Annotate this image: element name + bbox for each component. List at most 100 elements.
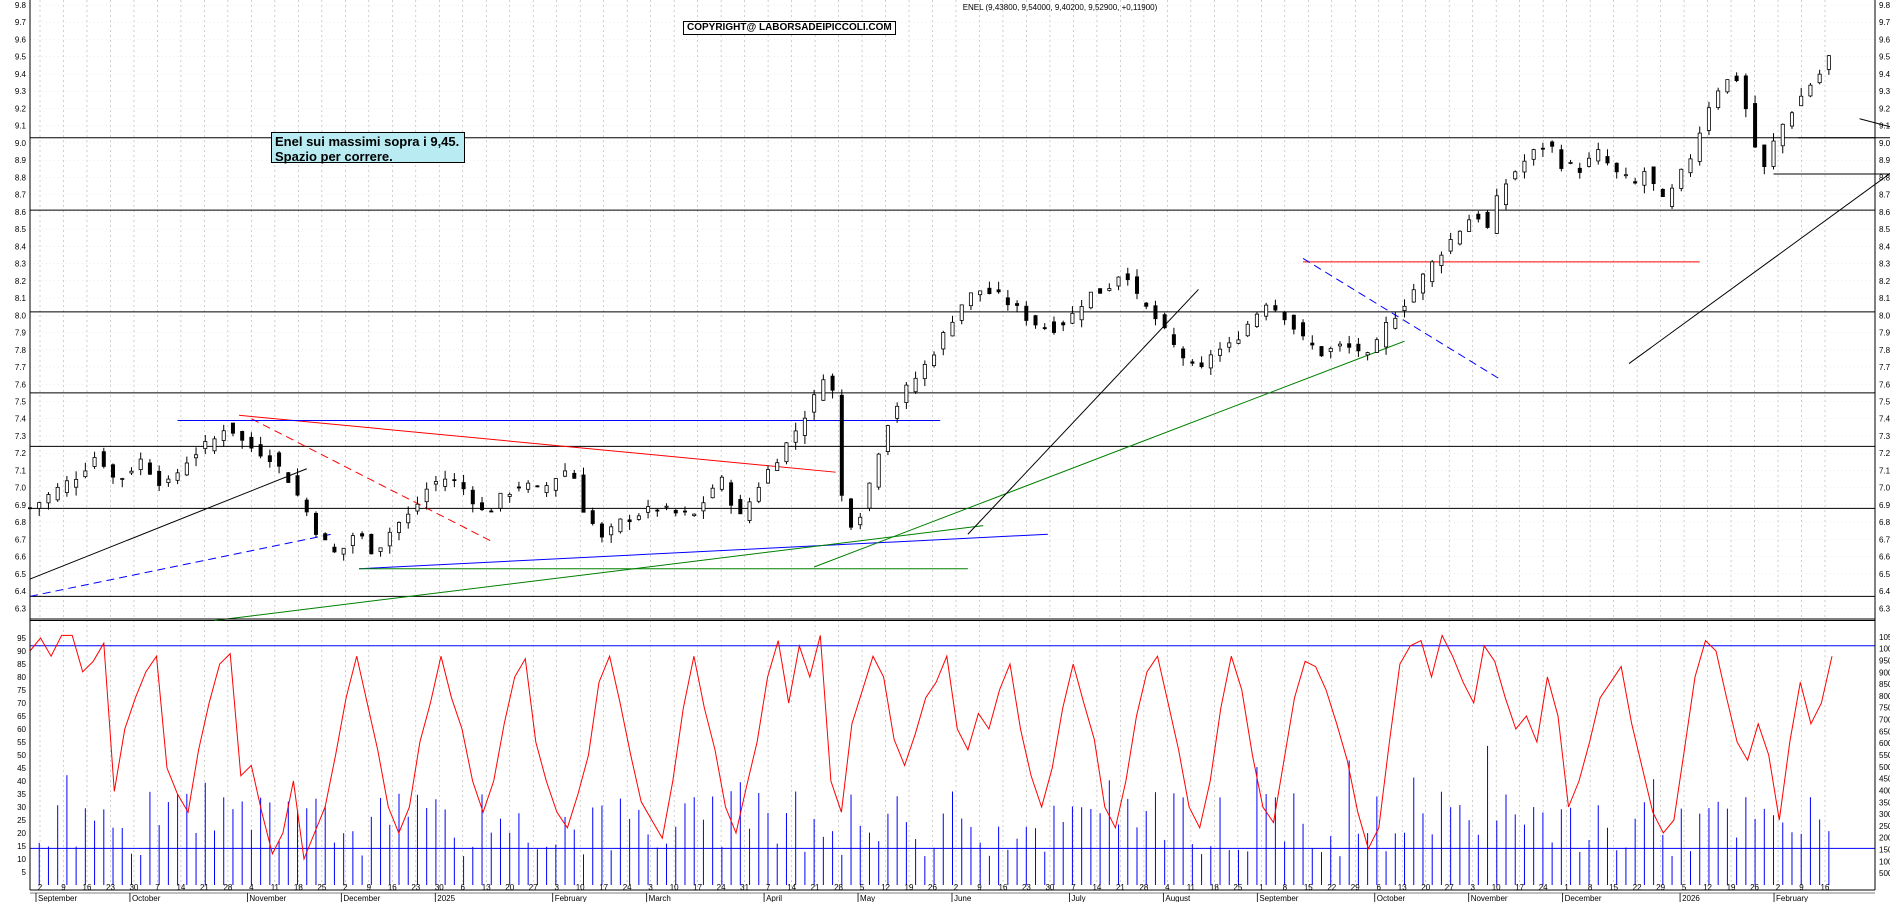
x-day-tick: 4 bbox=[1165, 883, 1170, 892]
candle-body bbox=[433, 481, 438, 485]
candle-body bbox=[876, 453, 881, 488]
candle-body bbox=[387, 531, 392, 547]
x-day-tick: 23 bbox=[411, 883, 420, 892]
x-day-tick: 25 bbox=[1233, 883, 1242, 892]
candle-body bbox=[1789, 112, 1794, 127]
candle-body bbox=[1734, 75, 1739, 82]
candle-body bbox=[978, 290, 983, 296]
osc-tick: 60 bbox=[17, 725, 26, 734]
price-tick-left: 9.4 bbox=[15, 70, 27, 79]
volume-tick: 9000 bbox=[1879, 668, 1890, 677]
oscillator-line bbox=[29, 633, 1833, 861]
candle-body bbox=[1799, 95, 1804, 107]
x-day-tick: 19 bbox=[905, 883, 914, 892]
candle-body bbox=[1227, 342, 1232, 348]
candle-body bbox=[1679, 168, 1684, 189]
x-day-tick: 13 bbox=[482, 883, 491, 892]
candle-body bbox=[692, 513, 697, 517]
x-day-tick: 8 bbox=[1588, 883, 1593, 892]
candle-body bbox=[1485, 211, 1490, 228]
candle-body bbox=[332, 546, 337, 553]
candle-body bbox=[959, 304, 964, 321]
trendline bbox=[1859, 118, 1890, 128]
candle-body bbox=[1771, 140, 1776, 167]
x-day-tick: 23 bbox=[1022, 883, 1031, 892]
candle-body bbox=[1153, 305, 1158, 320]
candle-body bbox=[581, 474, 586, 513]
osc-tick: 75 bbox=[17, 686, 26, 695]
trendlines bbox=[29, 118, 1890, 621]
candle-body bbox=[572, 472, 577, 479]
x-day-tick: 30 bbox=[435, 883, 444, 892]
candle-body bbox=[157, 470, 162, 486]
x-month-label: December bbox=[1565, 894, 1602, 902]
candle-body bbox=[802, 417, 807, 436]
x-day-tick: 16 bbox=[1821, 883, 1830, 892]
price-tick-left: 8.3 bbox=[15, 260, 27, 269]
osc-tick: 85 bbox=[17, 660, 26, 669]
trendline bbox=[1628, 172, 1890, 364]
candle-body bbox=[673, 509, 678, 514]
x-day-tick: 16 bbox=[388, 883, 397, 892]
x-day-tick: 24 bbox=[717, 883, 726, 892]
x-month-label: September bbox=[1259, 894, 1298, 902]
x-day-tick: 14 bbox=[787, 883, 796, 892]
candle-body bbox=[1116, 276, 1121, 287]
volume-tick: 10500 bbox=[1879, 633, 1890, 642]
candle-body bbox=[1716, 90, 1721, 109]
price-tick-right: 7.3 bbox=[1879, 432, 1890, 441]
volume-tick: 5000 bbox=[1879, 763, 1890, 772]
x-day-tick: 28 bbox=[834, 883, 843, 892]
x-day-tick: 4 bbox=[249, 883, 254, 892]
x-day-tick: 14 bbox=[176, 883, 185, 892]
volume-tick: 7000 bbox=[1879, 716, 1890, 725]
price-tick-left: 7.1 bbox=[15, 466, 27, 475]
x-day-tick: 16 bbox=[83, 883, 92, 892]
osc-tick: 40 bbox=[17, 777, 26, 786]
annotation-line-1: Enel sui massimi sopra i 9,45. bbox=[275, 134, 460, 149]
candle-body bbox=[1706, 107, 1711, 131]
x-day-tick: 2 bbox=[954, 883, 959, 892]
candle-body bbox=[74, 479, 79, 488]
candle-body bbox=[443, 478, 448, 487]
x-day-tick: 10 bbox=[576, 883, 585, 892]
price-tick-left: 8.9 bbox=[15, 156, 27, 165]
osc-tick: 90 bbox=[17, 647, 26, 656]
candle-body bbox=[1577, 167, 1582, 173]
price-tick-left: 7.5 bbox=[15, 398, 27, 407]
osc-tick: 35 bbox=[17, 790, 26, 799]
price-tick-right: 7.0 bbox=[1879, 484, 1890, 493]
candle-body bbox=[710, 487, 715, 499]
x-day-tick: 21 bbox=[1116, 883, 1125, 892]
candle-body bbox=[1273, 305, 1278, 311]
candle-body bbox=[618, 518, 623, 533]
candle-body bbox=[1254, 313, 1259, 327]
price-tick-right: 9.6 bbox=[1879, 35, 1890, 44]
candle-body bbox=[212, 438, 217, 452]
price-tick-right: 7.4 bbox=[1879, 415, 1890, 424]
candle-body bbox=[719, 476, 724, 490]
axes: 2 9 16 23 30 7 14 21 28 4 11 18 25 2 9 16 23 30 6 13 20 27 3 10… bbox=[15, 0, 1890, 902]
candle-body bbox=[1015, 303, 1020, 306]
x-day-tick: 2 bbox=[343, 883, 348, 892]
candle-body bbox=[839, 394, 844, 496]
candle-body bbox=[350, 535, 355, 546]
candle-body bbox=[1817, 73, 1822, 84]
candle-body bbox=[987, 287, 992, 295]
price-tick-right: 6.7 bbox=[1879, 535, 1890, 544]
x-day-tick: 9 bbox=[977, 883, 982, 892]
candle-body bbox=[1697, 132, 1702, 162]
x-day-tick: 8 bbox=[1283, 883, 1288, 892]
x-day-tick: 3 bbox=[554, 883, 559, 892]
candle-body bbox=[1301, 322, 1306, 337]
x-day-tick: 9 bbox=[61, 883, 66, 892]
candle-body bbox=[1568, 162, 1573, 164]
candle-body bbox=[664, 505, 669, 508]
candle-body bbox=[166, 478, 171, 484]
candle-body bbox=[1051, 321, 1056, 333]
candle-body bbox=[1550, 141, 1555, 147]
price-tick-left: 7.6 bbox=[15, 380, 27, 389]
candle-body bbox=[184, 462, 189, 476]
x-day-tick: 25 bbox=[317, 883, 326, 892]
